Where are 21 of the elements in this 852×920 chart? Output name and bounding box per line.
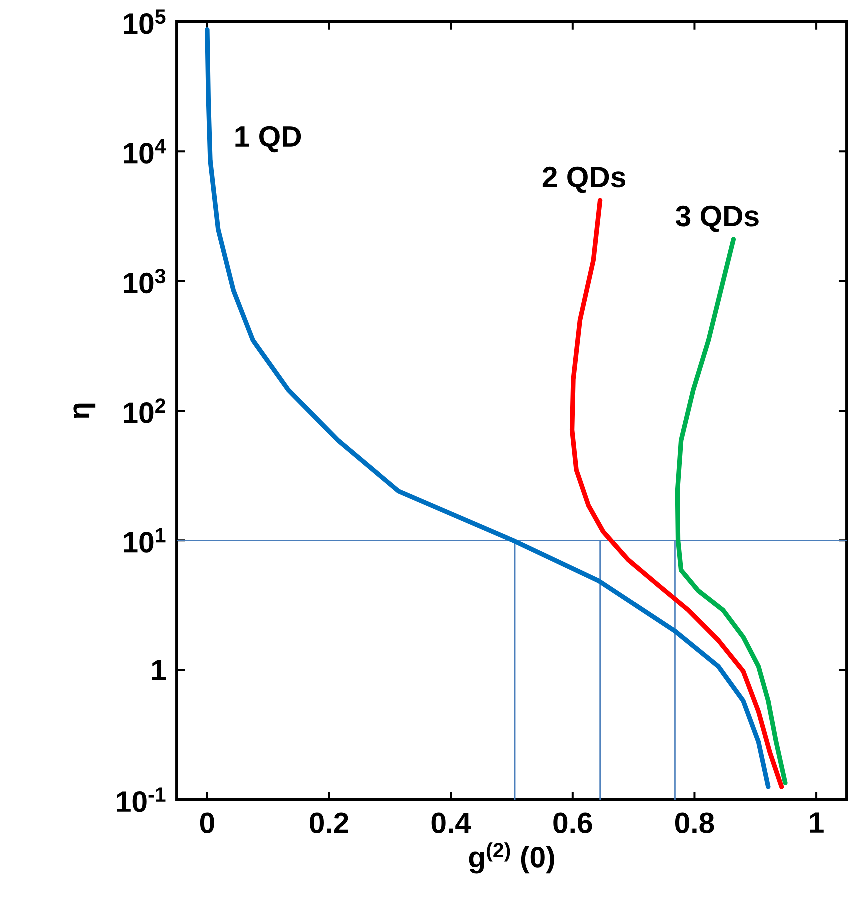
x-tick-label: 1	[810, 812, 824, 833]
y-tick-label: 1	[152, 660, 166, 680]
y-tick-label: 10$^{3}$	[124, 268, 166, 294]
series-label: 1 QD	[236, 126, 302, 153]
y-tick-label: 10$^{-1}$	[117, 788, 166, 812]
y-tick-label: 10$^{2}$	[124, 398, 166, 424]
line-series	[675, 237, 788, 786]
series-label: 2 QDs	[542, 166, 626, 194]
line-series	[205, 28, 771, 790]
y-tick-label: 10$^{5}$	[124, 10, 166, 34]
x-tick-label: 0	[200, 812, 214, 834]
x-tick-label: 0.6	[554, 812, 592, 834]
y-tick-label: 10$^{1}$	[124, 528, 166, 553]
y-axis-title: η	[74, 404, 96, 418]
line-series	[570, 198, 784, 790]
x-tick-label: 0.2	[310, 812, 348, 834]
x-axis-title: g$^{(2)}$ (0)	[469, 842, 554, 874]
y-tick-label: 10$^{4}$	[124, 139, 166, 164]
x-tick-label: 0.4	[432, 812, 472, 834]
series-label: 3 QDs	[676, 206, 759, 232]
x-tick-label: 0.8	[675, 812, 714, 834]
